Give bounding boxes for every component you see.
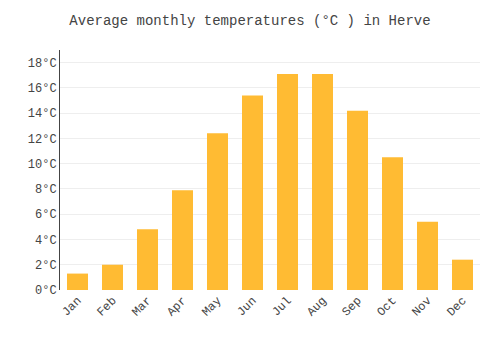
svg-text:0°C: 0°C (35, 284, 57, 298)
svg-text:Jan: Jan (59, 294, 84, 319)
svg-text:12°C: 12°C (28, 133, 57, 147)
svg-text:10°C: 10°C (28, 158, 57, 172)
svg-text:Mar: Mar (129, 294, 154, 319)
svg-text:18°C: 18°C (28, 57, 57, 71)
svg-text:16°C: 16°C (28, 82, 57, 96)
svg-text:Average monthly temperatures (: Average monthly temperatures (°C ) in He… (69, 13, 430, 29)
svg-text:Oct: Oct (374, 294, 399, 319)
svg-text:14°C: 14°C (28, 107, 57, 121)
svg-text:6°C: 6°C (35, 208, 57, 222)
svg-text:Sep: Sep (339, 294, 364, 319)
svg-text:Dec: Dec (444, 294, 469, 319)
svg-text:Apr: Apr (164, 294, 189, 319)
svg-text:2°C: 2°C (35, 259, 57, 273)
svg-text:May: May (199, 294, 224, 319)
svg-text:Jun: Jun (234, 294, 259, 319)
svg-text:8°C: 8°C (35, 183, 57, 197)
svg-text:4°C: 4°C (35, 234, 57, 248)
svg-text:Aug: Aug (304, 294, 329, 319)
svg-text:Jul: Jul (269, 294, 294, 319)
svg-text:Nov: Nov (409, 294, 434, 319)
svg-text:Feb: Feb (94, 294, 119, 319)
